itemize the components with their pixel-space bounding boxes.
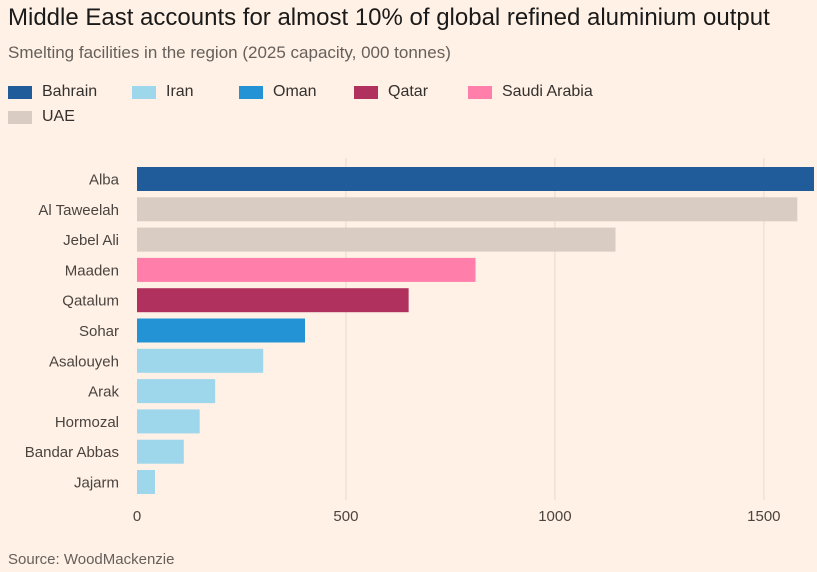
legend-label-oman: Oman <box>273 83 317 100</box>
legend-label-saudi-arabia: Saudi Arabia <box>502 83 593 100</box>
category-label-arak: Arak <box>88 384 119 401</box>
legend-item-saudi-arabia: Saudi Arabia <box>468 82 593 102</box>
category-label-alba: Alba <box>89 172 120 189</box>
x-tick-label-1500: 1500 <box>747 508 780 525</box>
legend-label-bahrain: Bahrain <box>42 83 98 100</box>
legend-item-iran: Iran <box>132 82 194 102</box>
bar-maaden <box>137 257 476 282</box>
source-note: Source: WoodMackenzie <box>8 551 175 568</box>
bar-jebel-ali <box>137 227 616 252</box>
category-label-asalouyeh: Asalouyeh <box>49 353 119 370</box>
chart-title: Middle East accounts for almost 10% of g… <box>8 4 770 31</box>
legend-item-bahrain: Bahrain <box>8 82 97 102</box>
legend-swatch-uae <box>8 110 32 124</box>
bar-hormozal <box>137 409 200 434</box>
category-label-sohar: Sohar <box>79 323 119 340</box>
legend-swatch-iran <box>132 85 156 99</box>
bar-al-taweelah <box>137 197 798 222</box>
legend-swatch-saudi-arabia <box>468 85 492 99</box>
bar-sohar <box>137 318 305 343</box>
bar-chart: Alba Al Taweelah Jebel Ali Maaden Qatalum Soh… <box>25 158 814 525</box>
x-tick-label-1000: 1000 <box>538 508 571 525</box>
x-tick-label-0: 0 <box>133 508 141 525</box>
bar-qatalum <box>137 288 409 313</box>
category-label-al-taweelah: Al Taweelah <box>38 202 119 219</box>
legend-swatch-qatar <box>354 85 378 99</box>
legend-swatch-bahrain <box>8 85 32 99</box>
bar-arak <box>137 379 216 404</box>
legend-item-oman: Oman <box>239 82 317 102</box>
bar-jajarm <box>137 470 155 494</box>
category-label-maaden: Maaden <box>65 262 119 279</box>
category-label-jebel-ali: Jebel Ali <box>63 232 119 249</box>
category-label-hormozal: Hormozal <box>55 414 119 431</box>
bar-bandar-abbas <box>137 439 184 464</box>
legend-label-iran: Iran <box>166 83 194 100</box>
legend-label-qatar: Qatar <box>388 83 429 100</box>
legend-item-qatar: Qatar <box>354 82 428 102</box>
legend-item-uae: UAE <box>8 107 75 127</box>
bar-alba <box>137 167 814 191</box>
legend-label-uae: UAE <box>42 108 75 125</box>
category-label-qatalum: Qatalum <box>62 293 119 310</box>
chart-subtitle: Smelting facilities in the region (2025 … <box>8 43 451 62</box>
x-tick-label-500: 500 <box>333 508 358 525</box>
category-label-jajarm: Jajarm <box>74 475 119 492</box>
legend-swatch-oman <box>239 85 263 99</box>
category-label-bandar-abbas: Bandar Abbas <box>25 444 119 461</box>
bar-asalouyeh <box>137 348 264 373</box>
